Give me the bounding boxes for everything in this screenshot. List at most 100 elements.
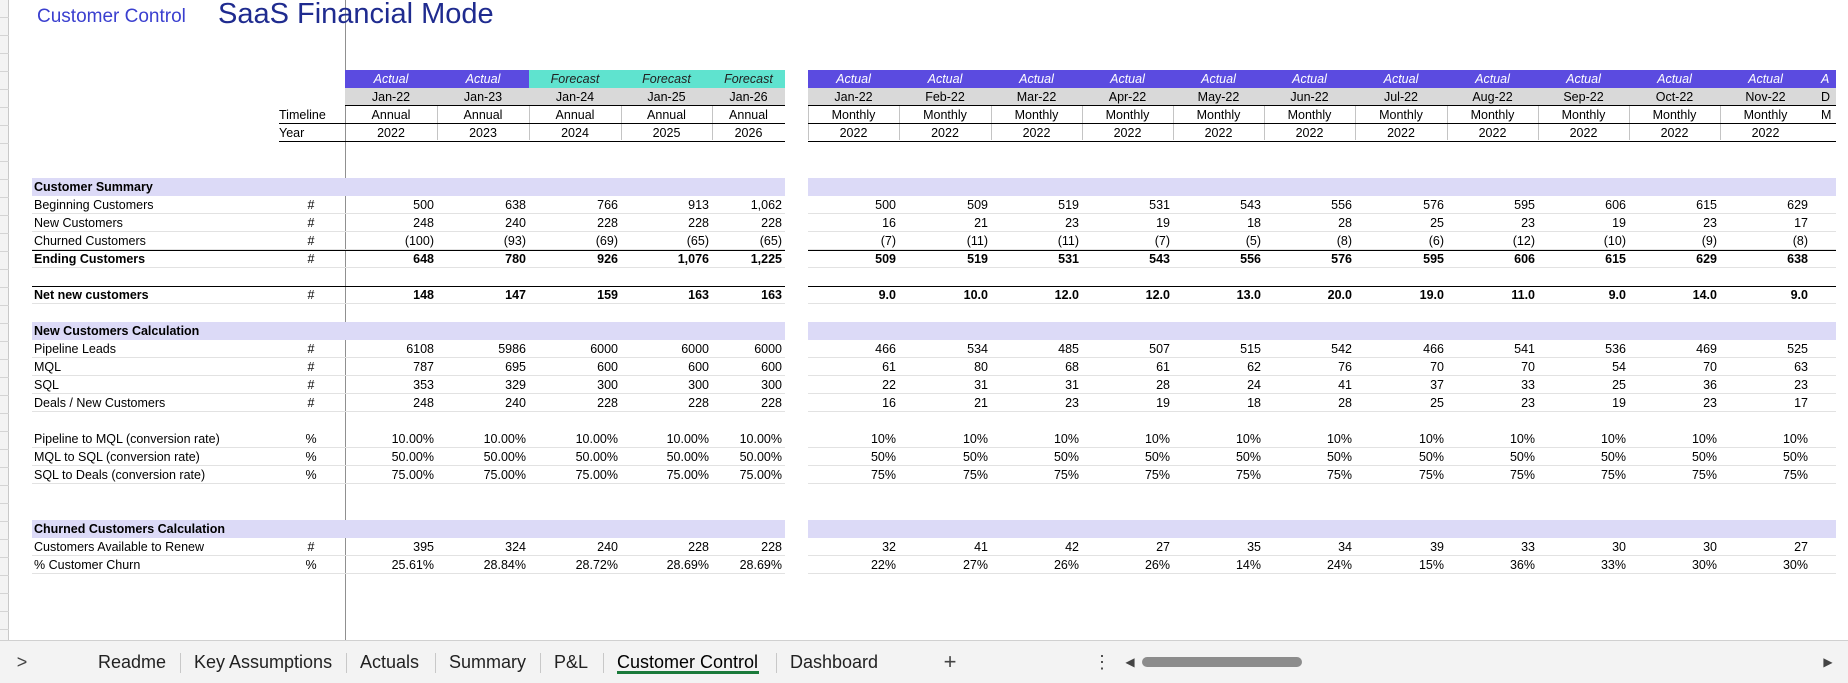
value-cell[interactable]: 228	[761, 540, 782, 554]
row-header-cell[interactable]	[0, 396, 9, 414]
value-cell[interactable]: 21	[974, 396, 988, 410]
row-unit[interactable]: %	[305, 450, 317, 464]
row-unit[interactable]: #	[307, 360, 315, 374]
status-header-cell[interactable]: Actual	[991, 70, 1082, 88]
value-cell[interactable]: 23	[1794, 378, 1808, 392]
row-header-strip[interactable]	[0, 0, 9, 640]
row-label[interactable]: MQL to SQL (conversion rate)	[34, 450, 200, 464]
value-cell[interactable]: 19	[1156, 396, 1170, 410]
value-cell[interactable]: 159	[597, 288, 618, 302]
value-cell[interactable]: 300	[761, 378, 782, 392]
value-cell[interactable]: (65)	[759, 234, 782, 248]
value-cell[interactable]: 12.0	[1145, 288, 1170, 302]
value-cell[interactable]: 10%	[962, 432, 988, 446]
value-cell[interactable]: 10.00%	[483, 432, 526, 446]
value-cell[interactable]: 13.0	[1236, 288, 1261, 302]
value-cell[interactable]: 15%	[1418, 558, 1444, 572]
value-cell[interactable]: 31	[1065, 378, 1079, 392]
row-label[interactable]: Customers Available to Renew	[34, 540, 204, 554]
value-cell[interactable]: 228	[688, 216, 709, 230]
value-cell[interactable]: 556	[1240, 252, 1261, 266]
add-sheet-plus-icon[interactable]: +	[943, 649, 957, 674]
row-unit[interactable]: #	[307, 234, 315, 248]
value-cell[interactable]: 50%	[1326, 450, 1352, 464]
row-header-cell[interactable]	[0, 144, 9, 162]
date-header-cell[interactable]: Jan-25	[621, 88, 712, 106]
value-cell[interactable]: 509	[875, 252, 896, 266]
value-cell[interactable]: 576	[1423, 198, 1444, 212]
year-cell[interactable]: 2022	[991, 124, 1082, 142]
value-cell[interactable]: 17	[1794, 216, 1808, 230]
date-header-cell[interactable]: Jan-22	[808, 88, 899, 106]
value-cell[interactable]: 28.69%	[666, 558, 709, 572]
row-label[interactable]: SQL	[34, 378, 60, 392]
year-cell[interactable]: 2022	[1173, 124, 1264, 142]
value-cell[interactable]: 20.0	[1327, 288, 1352, 302]
value-cell[interactable]: 638	[505, 198, 526, 212]
row-header-cell[interactable]	[0, 522, 9, 540]
value-cell[interactable]: 10%	[1326, 432, 1352, 446]
value-cell[interactable]: 519	[1058, 198, 1079, 212]
value-cell[interactable]: 509	[967, 198, 988, 212]
value-cell[interactable]: 6000	[590, 342, 618, 356]
value-cell[interactable]: 10%	[1600, 432, 1626, 446]
value-cell[interactable]: 600	[688, 360, 709, 374]
value-cell[interactable]: 10.0	[963, 288, 988, 302]
value-cell[interactable]: 519	[967, 252, 988, 266]
row-header-cell[interactable]	[0, 198, 9, 216]
value-cell[interactable]: 466	[875, 342, 896, 356]
row-unit[interactable]: #	[307, 252, 315, 266]
value-cell[interactable]: (10)	[1603, 234, 1626, 248]
row-header-cell[interactable]	[0, 414, 9, 432]
value-cell[interactable]: 75.00%	[391, 468, 434, 482]
row-header-cell[interactable]	[0, 90, 9, 108]
row-unit[interactable]: #	[307, 342, 315, 356]
value-cell[interactable]: 23	[1065, 216, 1079, 230]
value-cell[interactable]: (11)	[966, 234, 988, 248]
value-cell[interactable]: 536	[1605, 342, 1626, 356]
row-unit[interactable]: #	[307, 378, 315, 392]
value-cell[interactable]: 10%	[1418, 432, 1444, 446]
value-cell[interactable]: (5)	[1245, 234, 1261, 248]
value-cell[interactable]: 600	[761, 360, 782, 374]
year-cell[interactable]: 2022	[1720, 124, 1811, 142]
value-cell[interactable]: 22	[882, 378, 896, 392]
value-cell[interactable]: 75%	[1326, 468, 1352, 482]
value-cell[interactable]: 75%	[962, 468, 988, 482]
value-cell[interactable]: 14.0	[1692, 288, 1717, 302]
partial-status-cell[interactable]: A	[1811, 70, 1836, 88]
value-cell[interactable]: 531	[1058, 252, 1079, 266]
value-cell[interactable]: 500	[875, 198, 896, 212]
value-cell[interactable]: 606	[1514, 252, 1535, 266]
row-header-cell[interactable]	[0, 324, 9, 342]
value-cell[interactable]: 75%	[1509, 468, 1535, 482]
horizontal-scrollbar[interactable]	[1128, 655, 1814, 669]
sheet-tab[interactable]: Summary	[449, 652, 527, 672]
value-cell[interactable]: 5986	[498, 342, 526, 356]
value-cell[interactable]: 248	[413, 216, 434, 230]
date-header-cell[interactable]: Jan-26	[712, 88, 785, 106]
value-cell[interactable]: 75%	[1053, 468, 1079, 482]
value-cell[interactable]: 27	[1794, 540, 1808, 554]
date-header-cell[interactable]: Jan-24	[529, 88, 621, 106]
timeline-cell[interactable]: Monthly	[1629, 106, 1720, 124]
value-cell[interactable]: 33	[1521, 378, 1535, 392]
date-header-cell[interactable]: Aug-22	[1447, 88, 1538, 106]
value-cell[interactable]: 62	[1247, 360, 1261, 374]
value-cell[interactable]: 28	[1338, 216, 1352, 230]
value-cell[interactable]: 50.00%	[391, 450, 434, 464]
value-cell[interactable]: 576	[1331, 252, 1352, 266]
row-header-cell[interactable]	[0, 612, 9, 630]
row-label[interactable]: SQL to Deals (conversion rate)	[34, 468, 206, 482]
value-cell[interactable]: 18	[1247, 216, 1261, 230]
value-cell[interactable]: 19	[1612, 216, 1626, 230]
value-cell[interactable]: 75.00%	[575, 468, 618, 482]
value-cell[interactable]: (11)	[1057, 234, 1079, 248]
value-cell[interactable]: 240	[505, 216, 526, 230]
year-cell[interactable]: 2025	[621, 124, 712, 142]
more-options-icon[interactable]: ⋮	[1093, 652, 1111, 672]
value-cell[interactable]: 534	[967, 342, 988, 356]
value-cell[interactable]: 36%	[1509, 558, 1535, 572]
year-cell[interactable]: 2022	[1355, 124, 1447, 142]
value-cell[interactable]: 37	[1430, 378, 1444, 392]
